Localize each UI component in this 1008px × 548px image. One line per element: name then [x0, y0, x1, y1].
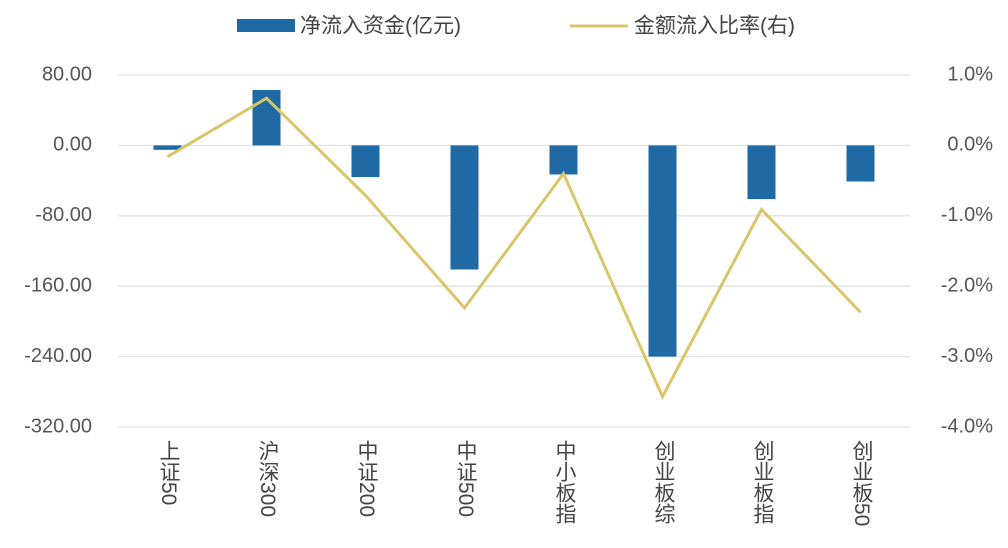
y-tick-label: -80.00 — [35, 204, 92, 226]
bar — [351, 145, 380, 178]
y-tick-label: -160.00 — [24, 274, 92, 296]
x-tick-label: 沪深300 — [256, 440, 280, 517]
y2-tick-label: 0.0% — [947, 134, 993, 156]
bar — [549, 145, 578, 175]
y2-tick-label: -1.0% — [941, 204, 993, 226]
y-tick-label: -320.00 — [24, 415, 92, 437]
bar — [153, 145, 182, 150]
y2-tick-label: 1.0% — [947, 63, 993, 85]
x-tick-label: 中证500 — [454, 440, 477, 517]
x-tick-label: 创业板50 — [850, 440, 874, 526]
bar — [450, 145, 479, 270]
y-tick-label: -240.00 — [24, 345, 92, 367]
bar — [648, 145, 677, 357]
legend-swatch — [237, 19, 295, 32]
x-tick-label: 中证200 — [355, 440, 378, 517]
x-tick-label: 中小板指 — [553, 440, 577, 524]
y-tick-label: 80.00 — [42, 63, 92, 85]
legend-label: 净流入资金(亿元) — [300, 15, 461, 38]
legend-label: 金额流入比率(右) — [634, 15, 795, 38]
x-tick-label: 创业板指 — [751, 440, 775, 524]
line-series — [166, 96, 862, 401]
bar — [846, 145, 875, 182]
x-tick-label: 创业板综 — [652, 440, 676, 524]
bar — [747, 145, 776, 200]
y2-tick-label: -3.0% — [941, 345, 993, 367]
y-tick-label: 0.00 — [53, 134, 92, 156]
x-tick-label: 上证50 — [157, 440, 180, 505]
y2-tick-label: -2.0% — [941, 274, 993, 296]
y2-tick-label: -4.0% — [941, 415, 993, 437]
